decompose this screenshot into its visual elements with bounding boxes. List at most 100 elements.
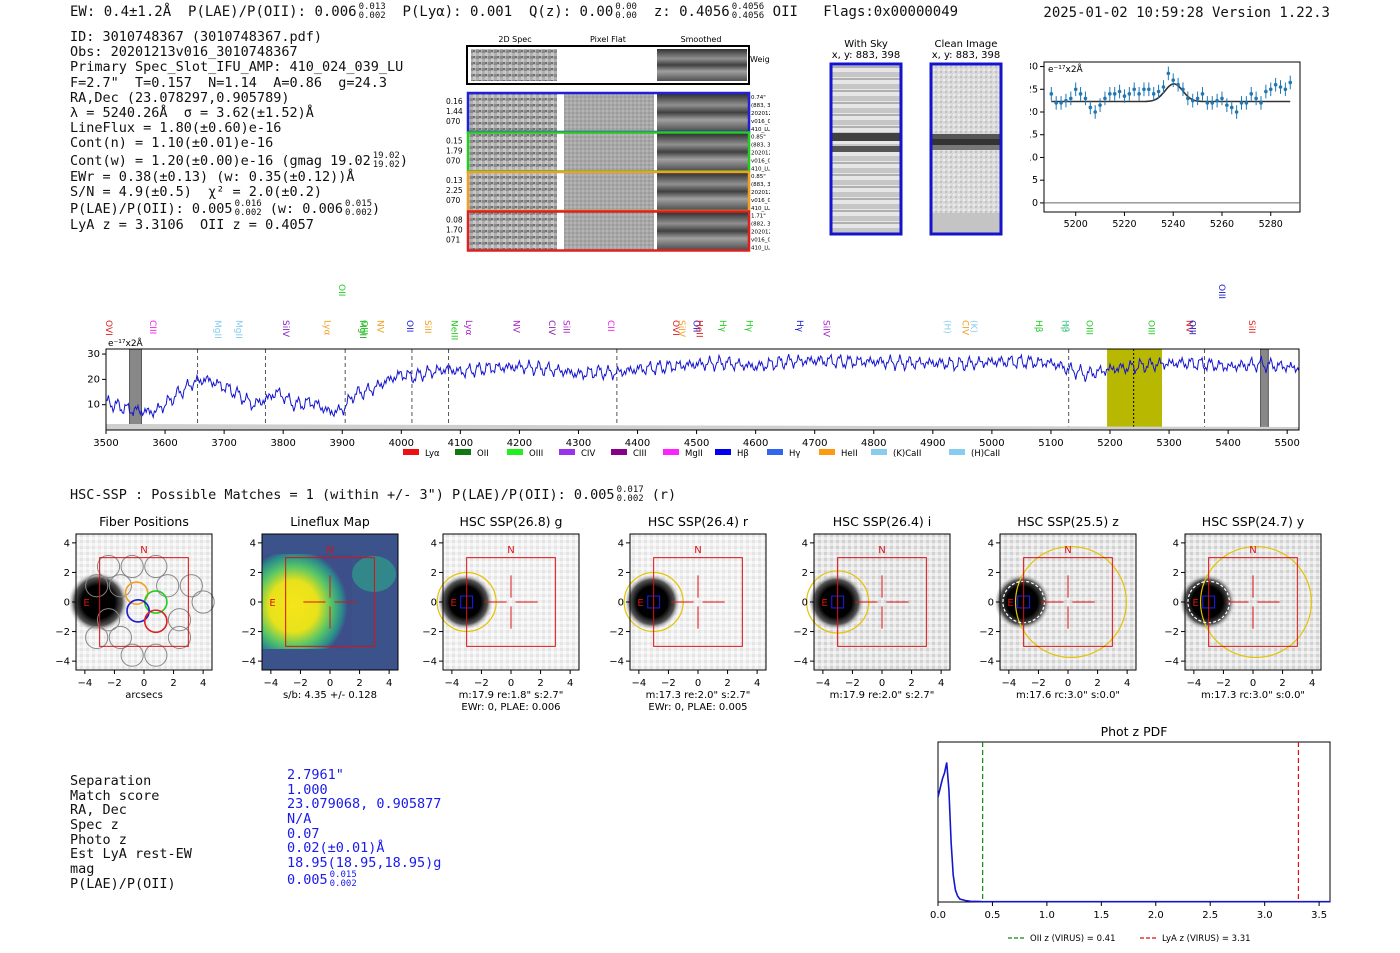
pdf-xtick-label: 1.5	[1093, 910, 1109, 921]
legend-entry: OII	[455, 449, 489, 459]
cutout-ytick-label: 0	[431, 598, 437, 609]
spectrum-xtick-label: 4100	[448, 438, 473, 449]
cutout-caption: m:17.9 re:1.8" s:2.7"	[459, 690, 564, 701]
fit-ytick-label: 5	[1032, 175, 1038, 186]
pdf-legend-entry: LyA z (VIRUS) = 3.31	[1140, 934, 1251, 944]
line-id-text: Lyα	[463, 320, 473, 336]
cutout-xtick-label: 2	[1094, 678, 1100, 689]
match-value: 1.000	[287, 781, 328, 798]
spectrum-axes-frame	[105, 348, 1300, 431]
cutout-ytick-label: 0	[1173, 598, 1179, 609]
line-id-text: SiII	[561, 320, 571, 334]
legend-label: CIII	[633, 449, 646, 459]
fiber-circle	[167, 625, 192, 650]
line-id-label: OII	[691, 320, 701, 332]
line-id-text: Hγ	[794, 320, 804, 333]
east-label: E	[269, 598, 275, 609]
plya-value: P(Lyα): 0.001	[402, 4, 513, 20]
cutout-ytick-label: −4	[1164, 657, 1179, 668]
fit-xtick-label: 5240	[1161, 219, 1185, 230]
east-label: E	[450, 598, 456, 609]
fit-data-point	[1200, 92, 1205, 96]
fiber-left-label: 070	[446, 157, 461, 166]
line-id-label: SiII	[561, 320, 571, 334]
fiber-left-label: 0.08	[446, 216, 463, 225]
fit-data-point	[1147, 87, 1151, 92]
with-sky-title: With Sky	[844, 39, 888, 50]
legend-label: OIII	[529, 449, 543, 459]
fit-data-point	[1161, 85, 1166, 89]
cutout-title: HSC SSP(26.4) i	[833, 514, 931, 529]
cutout-xtick-label: 2	[908, 678, 914, 689]
cutout-title: Lineflux Map	[290, 514, 370, 529]
spectrum-xtick-label: 4700	[802, 438, 827, 449]
cutout-ytick-label: 2	[250, 568, 256, 579]
legend-label: MgII	[685, 449, 703, 459]
match-plae-lo: 0.002	[329, 878, 357, 889]
hsc-heading-hi: 0.017	[616, 485, 644, 495]
line-id-text: Hγ	[717, 320, 727, 333]
fiber-right-label: 0.85"	[751, 174, 766, 180]
legend-label: HeII	[841, 449, 858, 459]
galaxy-blob	[1179, 574, 1236, 630]
fit-ytick-label: 15	[1030, 130, 1038, 141]
cutout-ytick-label: 4	[431, 538, 437, 549]
cutout-ytick-label: −2	[55, 627, 70, 638]
legend-entry: (H)CaII	[949, 449, 1000, 459]
north-label: N	[878, 545, 885, 556]
fiber-left-label: 1.44	[446, 107, 463, 116]
fit-ytick-label: 30	[1030, 62, 1038, 73]
spectrum-ytick-label: 30	[87, 349, 100, 360]
cutout-ytick-label: −4	[55, 657, 70, 668]
east-label: E	[1007, 598, 1013, 609]
line-id-text: NV	[510, 320, 520, 334]
line-id-label: Hγ	[717, 320, 727, 333]
line-id-text: CIII	[147, 320, 157, 334]
search-box	[99, 557, 189, 647]
fiber-smoothed	[657, 212, 748, 250]
pdf-xtick-label: 2.5	[1202, 910, 1218, 921]
line-id-label: Lyα	[321, 320, 331, 336]
fiber-right-label: v016_01	[751, 198, 770, 204]
line-id-label: CIV	[546, 320, 556, 336]
cutout-xtick-label: 4	[200, 678, 206, 689]
fiber-right-label: v016_01	[751, 238, 770, 244]
cutout-ytick-label: 0	[802, 598, 808, 609]
spectrum-xtick-label: 4600	[743, 438, 768, 449]
pdf-axes-frame	[937, 741, 1331, 903]
fiber-left-label: 070	[446, 196, 461, 205]
cutout-xtick-label: −4	[815, 678, 830, 689]
imaging-cutouts-row: Fiber Positions N E −4 −4 −2 −2 0 0 2 2 4 4 arcsecs Li…	[55, 514, 1322, 713]
aperture-circle	[1199, 545, 1312, 659]
cutout-caption: m:17.9 re:2.0" s:2.7"	[830, 690, 935, 701]
line-id-text: HeII	[694, 320, 704, 338]
fiber-circle	[108, 574, 132, 598]
legend-swatch	[715, 449, 731, 455]
north-label: N	[1064, 545, 1071, 556]
search-box	[1208, 557, 1298, 647]
fit-data-point	[1064, 98, 1068, 103]
line-id-text: CIV	[546, 320, 556, 336]
match-label: Separation	[70, 773, 152, 789]
plae-text: P(LAE)/P(OII): 0.005	[70, 201, 233, 218]
fit-xtick-label: 5220	[1112, 219, 1136, 230]
cutout-xtick-label: 0	[1250, 678, 1256, 689]
pdf-xtick-label: 3.5	[1311, 910, 1327, 921]
match-values: 2.7961" 1.000 23.079068, 0.905877 N/A 0.…	[287, 768, 441, 889]
fiber-pixelflat	[564, 133, 654, 171]
fiber-circle	[85, 625, 109, 650]
plae-w-hi: 0.015	[344, 199, 373, 210]
info-contn: Cont(n) = 1.10(±0.01)e-16	[70, 135, 274, 152]
info-fit: F=2.7" T=0.157 N=1.14 A=0.86 g=24.3	[70, 74, 387, 91]
cutout-xtick-label: −2	[293, 678, 308, 689]
cutout-xtick-label: −2	[1216, 678, 1231, 689]
spectrum-xtick-label: 4800	[861, 438, 886, 449]
line-id-label: OIII	[359, 320, 369, 335]
fiber-circle	[144, 643, 168, 667]
fiber-border	[466, 210, 751, 252]
cutout-xtick-label: −2	[661, 678, 676, 689]
line-id-text: Hβ	[1033, 320, 1043, 333]
fiber-circle	[85, 574, 109, 598]
